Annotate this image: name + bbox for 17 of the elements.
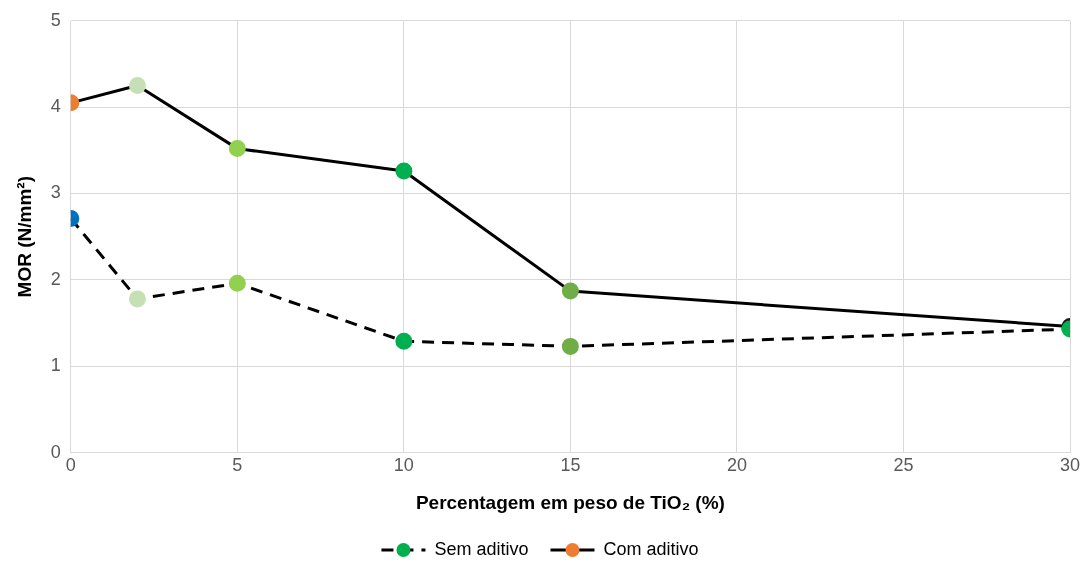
y-axis-title: MOR (N/mm²) <box>13 176 35 298</box>
y-tick-label: 5 <box>50 9 61 30</box>
x-axis-title: Percentagem em peso de TiO₂ (%) <box>415 491 725 513</box>
y-tick-label: 2 <box>50 268 61 289</box>
x-tick-label: 25 <box>893 455 914 476</box>
x-tick-label: 15 <box>560 455 581 476</box>
x-tick-label: 10 <box>393 455 414 476</box>
x-tick-label: 0 <box>65 455 76 476</box>
y-tick-label: 3 <box>50 182 61 203</box>
legend-label: Sem aditivo <box>434 538 529 559</box>
x-tick-label: 5 <box>232 455 243 476</box>
y-tick-label: 1 <box>50 355 61 376</box>
legend-label: Com aditivo <box>603 538 699 559</box>
x-tick-label: 20 <box>726 455 747 476</box>
x-tick-label: 30 <box>1059 455 1081 476</box>
y-tick-label: 0 <box>50 441 61 462</box>
y-tick-label: 4 <box>50 96 61 117</box>
